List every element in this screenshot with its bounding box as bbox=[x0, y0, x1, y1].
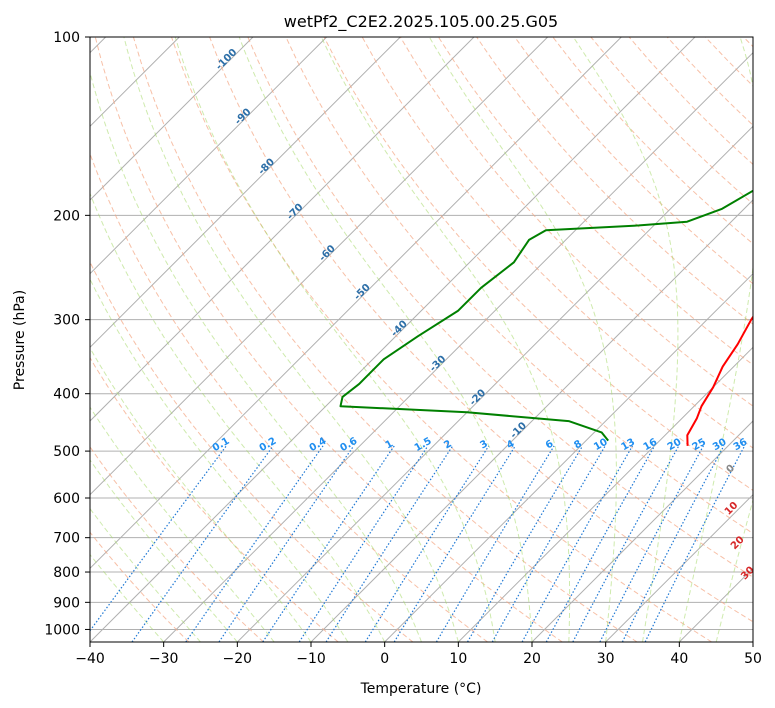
mixing-ratio-line bbox=[466, 445, 584, 642]
mixing-ratio-label: 2 bbox=[442, 438, 454, 451]
isotherm-line bbox=[163, 51, 753, 642]
moist-adiabat-line bbox=[715, 497, 753, 642]
dry-adiabat-line bbox=[90, 531, 190, 642]
mixing-ratio-line bbox=[90, 445, 227, 632]
moist-adiabat-line bbox=[572, 37, 679, 642]
isotherm-line bbox=[384, 272, 753, 642]
moist-adiabat-line bbox=[428, 37, 617, 642]
y-tick-label: 500 bbox=[53, 444, 80, 460]
dry-adiabat-line bbox=[90, 446, 264, 642]
mixing-ratio-line bbox=[521, 445, 634, 642]
mixing-ratio-line bbox=[185, 445, 324, 642]
isotherm-line bbox=[90, 37, 401, 349]
x-tick-label: 50 bbox=[744, 651, 762, 667]
dry-adiabat-line bbox=[399, 37, 753, 407]
mixing-ratio-label: 1 bbox=[384, 438, 396, 451]
y-tick-label: 100 bbox=[53, 30, 80, 46]
moist-adiabat-line bbox=[90, 347, 312, 642]
isotherm-line bbox=[90, 37, 328, 275]
x-tick-label: 30 bbox=[597, 651, 615, 667]
dry-adiabat-line bbox=[247, 37, 753, 578]
dry-adiabat-line bbox=[285, 37, 753, 535]
isotherm-line bbox=[90, 37, 622, 570]
y-tick-label: 400 bbox=[53, 387, 80, 403]
moist-adiabat-line bbox=[320, 37, 571, 642]
dry-adiabat-line bbox=[437, 37, 753, 366]
y-tick-label: 800 bbox=[53, 565, 80, 581]
y-tick-label: 700 bbox=[53, 531, 80, 547]
mixing-ratio-line bbox=[364, 445, 490, 642]
x-tick-label: −10 bbox=[296, 651, 326, 667]
mixing-ratio-line bbox=[644, 445, 746, 642]
mixing-ratio-label: 6 bbox=[544, 438, 556, 451]
dry-adiabat-line bbox=[90, 356, 339, 642]
x-tick-label: 10 bbox=[449, 651, 467, 667]
dry-adiabat-line bbox=[361, 37, 753, 449]
mixing-ratio-label: 4 bbox=[505, 438, 517, 451]
mixing-ratio-line bbox=[298, 445, 429, 642]
mixing-ratio-line bbox=[435, 445, 555, 642]
y-tick-label: 200 bbox=[53, 208, 80, 224]
mixing-ratio-label: 3 bbox=[478, 438, 490, 451]
x-axis-label: Temperature (°C) bbox=[360, 681, 482, 697]
moist-adiabat-line bbox=[90, 507, 201, 642]
isotherm-line bbox=[531, 420, 753, 642]
y-tick-label: 600 bbox=[53, 491, 80, 507]
dry-adiabat-line bbox=[94, 37, 563, 642]
moist-adiabat-line bbox=[90, 553, 165, 642]
moist-adiabat-line bbox=[238, 37, 533, 642]
mixing-ratio-line bbox=[262, 445, 395, 642]
dry-adiabat-line bbox=[323, 37, 753, 491]
isotherm-line bbox=[90, 37, 475, 422]
temperature-profile-line bbox=[686, 315, 753, 446]
moist-adiabat-line bbox=[90, 278, 349, 642]
dewpoint-profile-line bbox=[339, 189, 753, 442]
isotherm-line bbox=[236, 125, 753, 642]
moist-adiabat-line bbox=[678, 37, 753, 642]
mixing-ratio-line bbox=[218, 445, 355, 642]
x-tick-label: −30 bbox=[149, 651, 179, 667]
moist-adiabat-line bbox=[90, 459, 238, 642]
mixing-ratio-line bbox=[545, 445, 656, 642]
dry-adiabat-line bbox=[171, 37, 712, 642]
moist-adiabat-line bbox=[123, 37, 459, 642]
x-tick-label: 0 bbox=[380, 651, 389, 667]
isotherm-line bbox=[457, 346, 753, 642]
y-axis-label: Pressure (hPa) bbox=[12, 290, 28, 390]
isotherm-line bbox=[90, 37, 549, 496]
dry-adiabat-line bbox=[132, 37, 638, 642]
y-tick-label: 900 bbox=[53, 595, 80, 611]
moist-adiabat-line bbox=[90, 192, 386, 642]
mixing-ratio-line bbox=[325, 445, 454, 642]
mixing-ratio-line bbox=[491, 445, 606, 642]
x-tick-label: −20 bbox=[223, 651, 253, 667]
dry-adiabat-line bbox=[209, 37, 753, 623]
mixing-ratio-line bbox=[393, 445, 516, 642]
moist-adiabat-line bbox=[90, 70, 422, 642]
isotherm-line bbox=[90, 37, 254, 201]
x-tick-label: 40 bbox=[670, 651, 688, 667]
moist-adiabat-line bbox=[174, 37, 496, 642]
dry-adiabat-line bbox=[90, 260, 414, 642]
x-tick-label: −40 bbox=[75, 651, 105, 667]
mixing-ratio-label: 8 bbox=[572, 438, 584, 451]
mixing-ratio-line bbox=[572, 445, 680, 642]
isotherm-line bbox=[605, 493, 753, 642]
moist-adiabat-line bbox=[90, 406, 275, 642]
dry-adiabat-line bbox=[514, 37, 753, 285]
y-tick-label: 300 bbox=[53, 313, 80, 329]
dry-adiabat-line bbox=[90, 152, 488, 642]
chart-title: wetPf2_C2E2.2025.105.00.25.G05 bbox=[284, 12, 558, 32]
y-tick-label: 1000 bbox=[44, 622, 80, 638]
plot-frame bbox=[89, 36, 754, 643]
mixing-ratio-line bbox=[131, 445, 274, 642]
x-tick-label: 20 bbox=[523, 651, 541, 667]
